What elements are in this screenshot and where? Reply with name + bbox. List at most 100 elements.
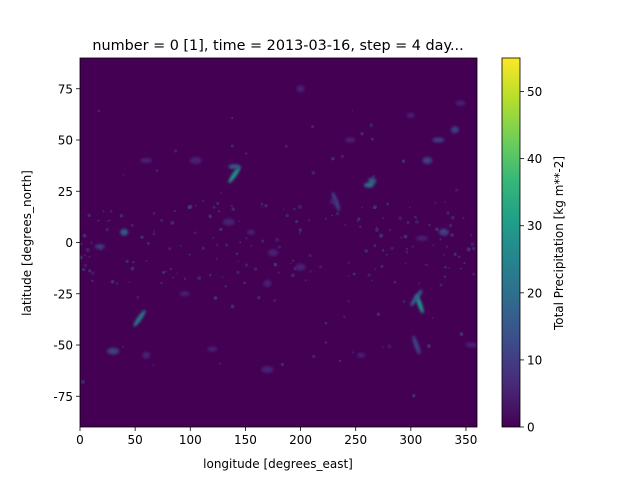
precip-speckle xyxy=(106,220,109,223)
precip-speckle xyxy=(221,276,224,279)
precip-speckle xyxy=(324,341,328,344)
precip-speckle xyxy=(122,173,125,176)
precip-blob xyxy=(415,235,428,241)
precip-speckle xyxy=(277,245,282,249)
x-tick-label: 250 xyxy=(344,433,367,447)
precip-speckle xyxy=(402,299,406,304)
precip-speckle xyxy=(382,217,384,220)
precip-speckle xyxy=(360,132,364,136)
precip-speckle xyxy=(331,157,335,161)
precip-speckle xyxy=(220,192,223,195)
precip-speckle xyxy=(308,254,312,258)
precip-speckle xyxy=(152,232,156,236)
precip-speckle xyxy=(136,295,140,299)
precip-speckle xyxy=(340,154,345,159)
y-tick-label: -75 xyxy=(53,390,73,404)
precip-speckle xyxy=(82,233,87,238)
colorbar: 0 10 20 30 40 50 Total Precipitation [kg m**-… xyxy=(501,57,566,435)
precip-speckle xyxy=(90,271,95,275)
precip-speckle xyxy=(224,243,229,247)
precip-speckle xyxy=(169,267,173,271)
precip-blob xyxy=(406,112,415,118)
precip-speckle xyxy=(308,219,311,222)
precip-streak xyxy=(412,335,421,355)
precip-speckle xyxy=(472,246,476,250)
precip-speckle xyxy=(130,266,135,271)
precip-speckle xyxy=(309,270,312,273)
precip-speckle xyxy=(152,364,155,367)
precip-speckle xyxy=(99,248,103,251)
precip-speckle xyxy=(373,244,377,248)
precip-speckle xyxy=(448,267,450,270)
precip-speckle xyxy=(443,275,447,278)
precip-speckle xyxy=(215,243,219,247)
precip-streak xyxy=(410,289,423,307)
colorbar-tick-label: 50 xyxy=(527,85,542,99)
precip-speckle xyxy=(253,267,258,271)
y-axis-label: latitude [degrees_north] xyxy=(20,170,34,316)
precip-speckle xyxy=(290,273,295,278)
precip-speckle xyxy=(426,344,431,348)
precip-speckle xyxy=(230,304,235,309)
precip-speckle xyxy=(462,216,465,220)
x-tick-label: 50 xyxy=(127,433,142,447)
precip-speckle xyxy=(162,271,166,275)
precip-speckle xyxy=(331,214,334,217)
precip-speckle xyxy=(459,267,462,270)
x-axis-label: longitude [degrees_east] xyxy=(203,457,353,471)
precip-speckle xyxy=(432,244,435,247)
precip-speckle xyxy=(459,332,464,336)
precip-speckle xyxy=(435,227,439,232)
precip-speckle xyxy=(261,239,265,243)
precip-speckle xyxy=(359,225,362,228)
precip-blob xyxy=(263,280,272,287)
precip-speckle xyxy=(324,217,327,220)
precip-speckle xyxy=(257,296,261,300)
precip-speckle xyxy=(372,207,375,209)
precip-speckle xyxy=(390,246,394,251)
precip-blob xyxy=(455,100,466,106)
precip-speckle xyxy=(147,242,150,245)
precip-speckle xyxy=(393,280,397,284)
precip-speckle xyxy=(408,206,411,209)
colorbar-tick-label: 20 xyxy=(527,286,542,300)
precip-streak xyxy=(228,166,241,184)
precip-blob xyxy=(438,228,449,236)
precip-speckle xyxy=(188,253,191,256)
precip-blob xyxy=(142,351,151,359)
precip-speckle xyxy=(352,272,356,276)
precip-blob xyxy=(179,291,190,297)
precip-blob xyxy=(228,164,241,170)
precip-speckle xyxy=(197,276,202,280)
plot-area xyxy=(79,57,478,428)
precip-streak xyxy=(133,310,146,327)
colorbar-ticks: 0 10 20 30 40 50 xyxy=(520,85,542,435)
precip-speckle xyxy=(445,245,449,248)
precip-speckle xyxy=(298,232,301,235)
precip-blob xyxy=(189,157,202,164)
precip-blob xyxy=(246,229,255,235)
precip-speckle xyxy=(292,259,295,262)
precip-speckle xyxy=(273,262,278,267)
precip-speckle xyxy=(425,264,428,267)
precip-speckle xyxy=(91,279,94,283)
precip-speckle xyxy=(450,215,455,220)
precip-speckle xyxy=(179,245,182,247)
precip-speckle xyxy=(357,217,361,221)
precip-blob xyxy=(295,263,306,271)
precip-blob xyxy=(207,346,218,352)
precip-speckle xyxy=(250,244,253,247)
colorbar-gradient xyxy=(502,58,520,427)
precip-blob xyxy=(432,137,445,143)
precip-speckle xyxy=(444,266,447,269)
precip-speckle xyxy=(230,144,234,148)
precip-speckle xyxy=(260,202,264,206)
precip-speckle xyxy=(109,210,113,213)
precip-speckle xyxy=(219,227,223,232)
precip-speckle xyxy=(97,219,100,222)
precip-speckle xyxy=(319,265,323,269)
precip-speckle xyxy=(216,201,220,205)
precip-speckle xyxy=(209,273,212,277)
precip-speckle xyxy=(235,252,239,256)
precip-speckle xyxy=(285,213,289,218)
